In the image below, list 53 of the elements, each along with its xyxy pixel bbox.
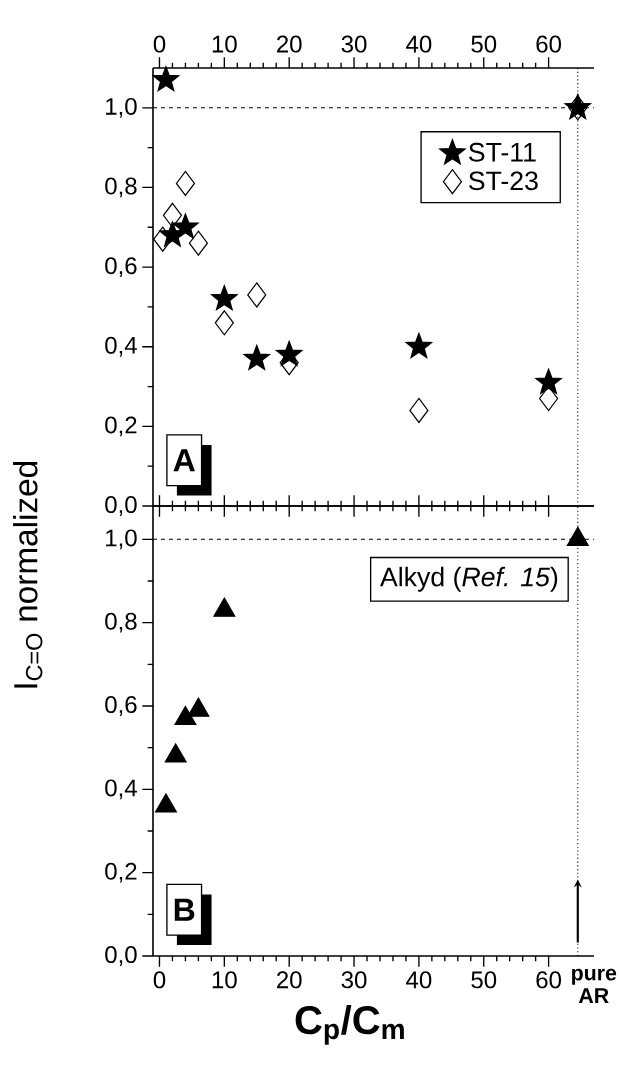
x-tick-label: 30 (341, 971, 367, 989)
point (172, 213, 199, 239)
x-axis-title: C$_{p}$/C$_{m}$ (295, 1004, 404, 1045)
x-tick-label: 10 (212, 35, 237, 53)
y-tick-label: 1,0 (106, 97, 137, 118)
y-tick-label: 0,4 (105, 779, 137, 800)
point (566, 526, 589, 546)
point (211, 285, 238, 311)
y-tick-label: 0,6 (105, 696, 137, 716)
y-tick-label: 0,8 (105, 177, 137, 198)
y-tick-label: 1,0 (106, 529, 137, 550)
point (152, 66, 180, 92)
x-tick-label: 50 (471, 971, 497, 989)
x-tick-label: 0 (153, 35, 166, 53)
y-tick-label: 0,0 (105, 496, 137, 516)
legend-label: ST-11 (468, 142, 536, 162)
point (214, 310, 234, 336)
point (405, 332, 433, 359)
y-tick-label: 0,4 (105, 336, 137, 357)
point (188, 230, 208, 256)
point (213, 597, 236, 617)
y-tick-label: 0,2 (105, 416, 137, 437)
point (175, 170, 196, 197)
x-tick-label: 50 (471, 35, 497, 53)
y-tick-label: 0,8 (105, 612, 137, 633)
x-tick-label: 0 (153, 971, 166, 989)
point (409, 397, 429, 424)
point (535, 368, 562, 394)
x-tick-label: 20 (277, 35, 302, 53)
point (153, 226, 173, 252)
x-tick-label: 20 (277, 971, 302, 989)
annotation: B (174, 898, 195, 921)
point (174, 705, 197, 726)
x-tick-label: 10 (212, 971, 237, 989)
y-tick-label: 0,2 (105, 862, 137, 883)
x-tick-label: 40 (406, 971, 432, 989)
x-tick-label: 60 (536, 971, 562, 989)
x-tick-label: 30 (341, 35, 367, 53)
annotation: A (173, 449, 195, 472)
y-axis-title: I$_{C=O}$ normalized (13, 461, 43, 688)
legend-label: ST-23 (468, 171, 538, 191)
point (187, 697, 210, 717)
point (162, 202, 183, 228)
x-tick-label: 40 (406, 35, 432, 53)
annotation: Alkyd (Ref. 15) (380, 566, 558, 592)
point (243, 344, 271, 371)
y-tick-label: 0,6 (105, 257, 137, 278)
x-tick-label: 60 (536, 35, 562, 53)
point (154, 793, 177, 813)
ref-line-label: pure AR (572, 968, 617, 1003)
point (164, 743, 187, 763)
y-tick-label: 0,0 (105, 946, 137, 966)
point (247, 282, 267, 308)
